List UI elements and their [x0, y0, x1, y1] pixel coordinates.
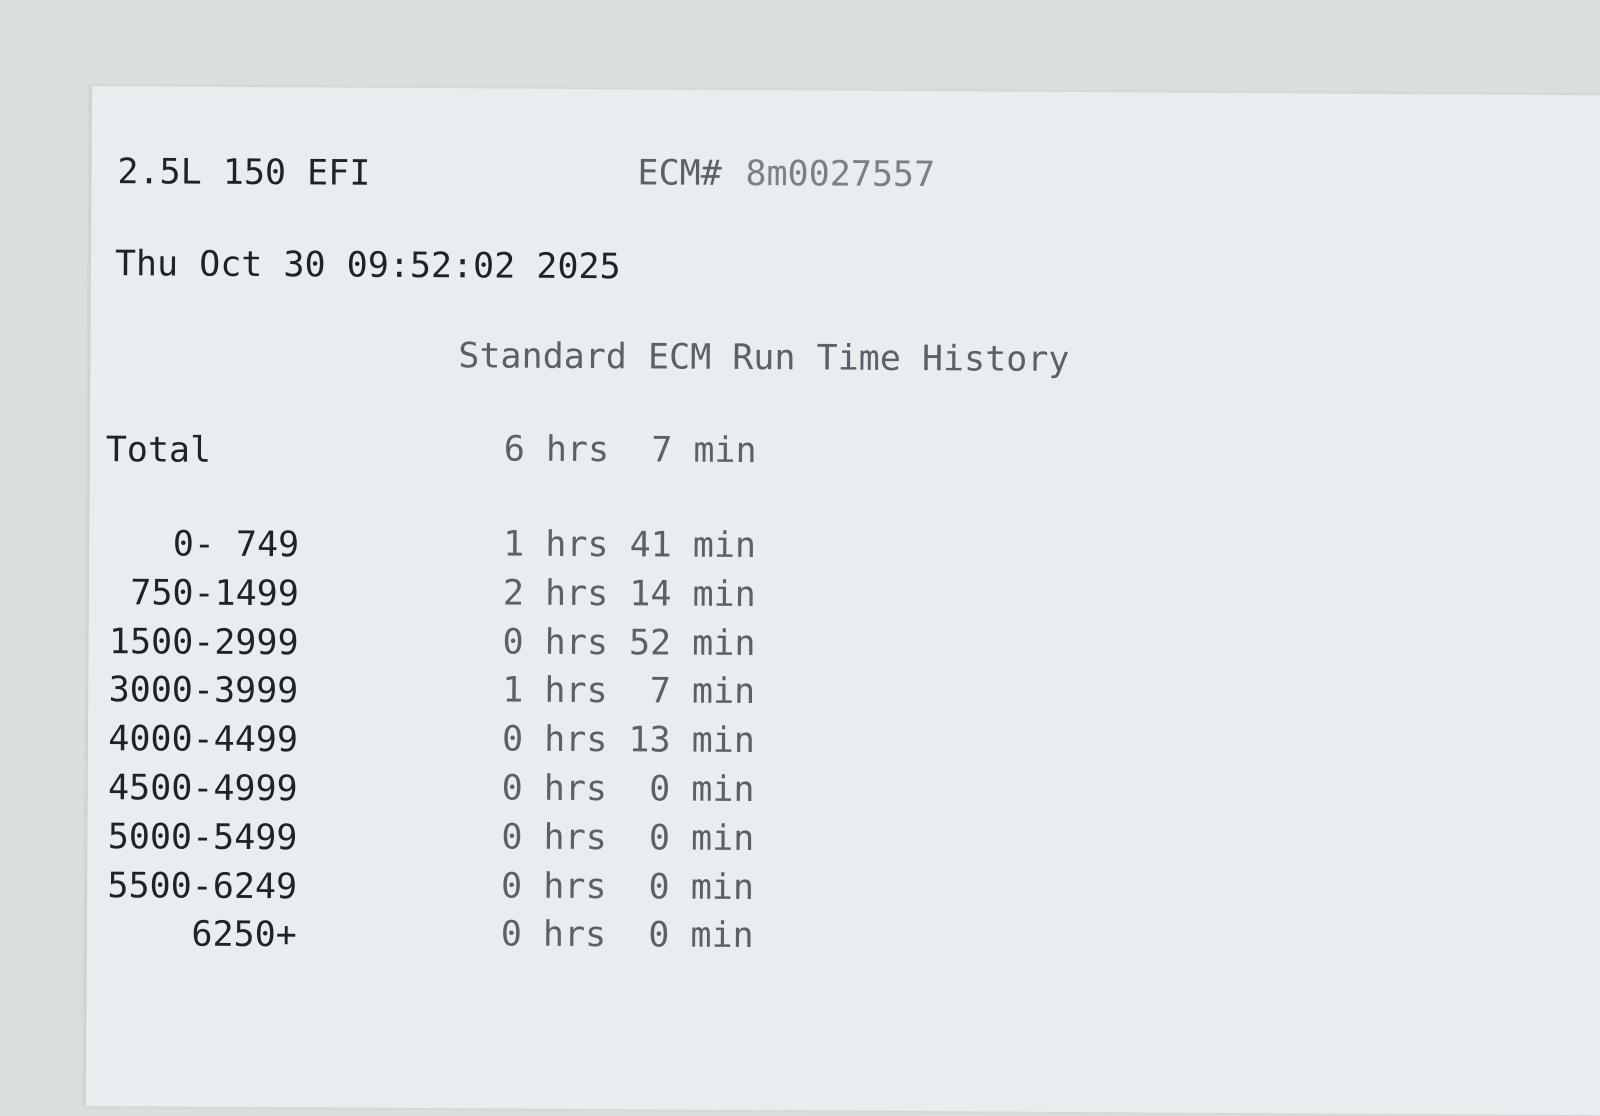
run-time-value: 0 hrs 52 min — [502, 622, 756, 664]
rpm-range: 3000-3999 — [108, 670, 299, 712]
ecm-label: ECM# — [637, 153, 722, 194]
rpm-range: 6250+ — [191, 915, 297, 956]
rpm-range: 1500-2999 — [108, 621, 299, 663]
total-value: 6 hrs 7 min — [503, 429, 757, 472]
rpm-range: 750-1499 — [130, 573, 300, 615]
rpm-table: 0- 749 1 hrs 41 min 750-1499 2 hrs 14 min 15… — [92, 86, 1600, 957]
run-time-value: 0 hrs 0 min — [500, 914, 754, 957]
rpm-range: 5500-6249 — [107, 865, 298, 907]
printed-report: 2.5L 150 EFI ECM# 8m0027557 Thu Oct 30 0… — [85, 86, 1600, 1116]
run-time-value: 0 hrs 0 min — [501, 768, 755, 811]
total-label: Total — [105, 430, 212, 471]
ecm-number: 8m0027557 — [745, 153, 936, 196]
run-time-value: 0 hrs 0 min — [501, 817, 755, 859]
rpm-range: 4000-4499 — [108, 719, 299, 761]
run-time-value: 0 hrs 13 min — [501, 719, 756, 762]
run-time-value: 0 hrs 0 min — [500, 866, 755, 908]
rpm-range: 0- 749 — [172, 524, 300, 566]
run-time-value: 1 hrs 7 min — [502, 670, 756, 713]
rpm-range: 4500-4999 — [107, 768, 298, 810]
rpm-range: 5000-5499 — [107, 816, 298, 859]
report-datetime: Thu Oct 30 09:52:02 2025 — [114, 244, 621, 288]
report-title: Standard ECM Run Time History — [458, 336, 1070, 380]
engine-model: 2.5L 150 EFI — [117, 152, 371, 194]
run-time-value: 2 hrs 14 min — [502, 573, 756, 615]
run-time-value: 1 hrs 41 min — [503, 524, 757, 567]
